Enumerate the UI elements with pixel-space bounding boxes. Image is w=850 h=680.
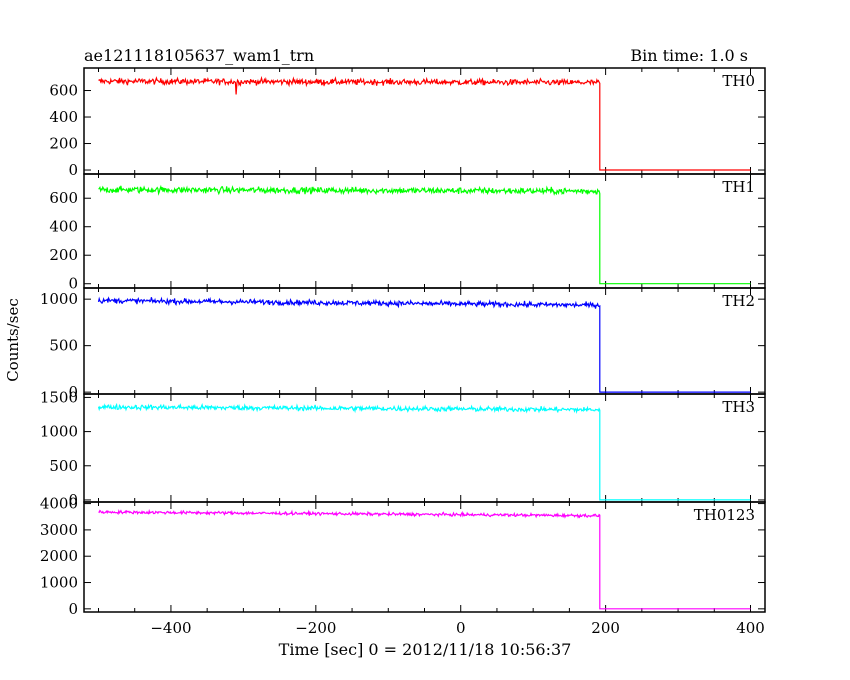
- panel-th0123: 0 1000 2000 3000 4000 TH0123: [40, 495, 766, 618]
- panel-th3: 0 500 1000 1500 TH3: [40, 388, 766, 509]
- y-tick-label: 3000: [40, 521, 78, 539]
- x-tick-label: 400: [736, 619, 765, 637]
- chart-title: ae121118105637_wam1_trn: [84, 46, 314, 65]
- y-tick-label: 1000: [40, 423, 78, 441]
- y-tick-label: 400: [49, 108, 78, 126]
- y-tick-label: 0: [68, 275, 78, 293]
- panel-label: TH3: [722, 398, 755, 416]
- y-tick-label: 0: [68, 600, 78, 618]
- y-tick-label: 600: [49, 82, 78, 100]
- x-tick-label: −200: [295, 619, 336, 637]
- y-tick-label: 200: [49, 135, 78, 153]
- x-tick-label: 0: [456, 619, 466, 637]
- panel-th2: 0 500 1000 TH2: [40, 287, 766, 401]
- y-tick-label: 1000: [40, 290, 78, 308]
- series-th1-line: [98, 184, 751, 285]
- y-tick-label: 500: [49, 337, 78, 355]
- panel-label: TH0: [722, 72, 755, 90]
- y-tick-label: 200: [49, 246, 78, 264]
- y-tick-label: 0: [68, 383, 78, 401]
- y-tick-label: 0: [68, 161, 78, 179]
- x-axis-label: Time [sec] 0 = 2012/11/18 10:56:37: [279, 640, 572, 659]
- panels-group: 0 200 400 600 TH0 0 200 400 600 TH1 0 500 1000 TH2 0 50…: [40, 67, 766, 637]
- series-th0123-line: [98, 508, 751, 610]
- series-th2-line: [97, 296, 751, 393]
- series-th3-line: [97, 402, 751, 501]
- y-tick-label: 1500: [40, 388, 78, 406]
- y-tick-label: 2000: [40, 547, 78, 565]
- panel-th1: 0 200 400 600 TH1: [49, 173, 766, 293]
- x-tick-label: −400: [150, 619, 191, 637]
- panel-label: TH2: [722, 292, 755, 310]
- panel-frame: [83, 501, 766, 613]
- y-tick-label: 4000: [40, 495, 78, 513]
- y-tick-label: 500: [49, 457, 78, 475]
- y-tick-label: 0: [68, 491, 78, 509]
- panel-label: TH1: [722, 178, 755, 196]
- y-tick-label: 400: [49, 218, 78, 236]
- panel-frame: [83, 393, 766, 503]
- y-tick-label: 600: [49, 189, 78, 207]
- series-th0-line: [98, 75, 751, 171]
- y-tick-label: 1000: [40, 574, 78, 592]
- panel-th0: 0 200 400 600 TH0: [49, 67, 766, 179]
- bin-time-label: Bin time: 1.0 s: [630, 46, 748, 65]
- panel-label: TH0123: [694, 506, 755, 524]
- x-tick-label: 200: [591, 619, 620, 637]
- y-axis-label: Counts/sec: [4, 298, 22, 382]
